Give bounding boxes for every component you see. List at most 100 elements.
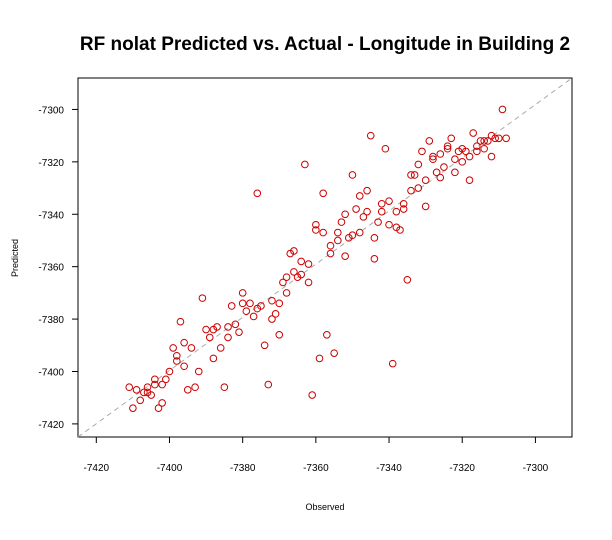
data-point [158, 399, 166, 407]
data-point [158, 380, 166, 389]
data-point [312, 226, 320, 234]
data-point [275, 299, 284, 308]
data-point [246, 299, 254, 308]
data-point [432, 168, 441, 177]
data-point [271, 310, 280, 318]
data-point [363, 186, 371, 195]
data-point [304, 278, 313, 287]
data-point [436, 173, 445, 182]
data-point [169, 344, 177, 352]
x-tick-label: -7360 [303, 463, 329, 474]
data-point [334, 228, 342, 237]
y-tick-label: -7360 [38, 263, 64, 274]
data-point [290, 247, 298, 255]
points-layer [125, 105, 510, 412]
data-point [425, 137, 434, 145]
data-point [326, 241, 335, 250]
x-tick-label: -7300 [523, 463, 549, 474]
data-point [410, 171, 419, 179]
data-point [381, 144, 390, 153]
data-point [366, 131, 375, 140]
data-point [162, 375, 170, 384]
data-point [151, 375, 159, 384]
data-point [173, 351, 181, 360]
data-point [140, 388, 148, 397]
data-point [180, 338, 188, 347]
data-point [319, 228, 327, 237]
data-point [458, 158, 467, 166]
data-point [242, 307, 251, 316]
y-axis-label: Predicted [10, 239, 20, 277]
data-point [279, 278, 287, 287]
data-point [297, 270, 306, 279]
data-point [129, 404, 137, 412]
data-point [385, 220, 393, 229]
data-point [348, 171, 357, 179]
chart-title: RF nolat Predicted vs. Actual - Longitud… [80, 34, 570, 55]
data-point [308, 391, 316, 399]
data-point [326, 249, 335, 258]
x-tick-label: -7420 [84, 463, 110, 474]
data-point [231, 320, 240, 329]
data-point [180, 362, 188, 371]
data-point [176, 317, 185, 326]
data-point [253, 189, 262, 198]
data-point [421, 202, 430, 211]
data-point [209, 354, 218, 363]
data-point [224, 323, 232, 331]
data-point [136, 396, 145, 405]
data-point [498, 105, 507, 114]
y-tick-label: -7300 [38, 105, 64, 116]
data-point [125, 383, 134, 392]
data-point [359, 213, 368, 221]
data-point [282, 289, 291, 297]
data-point [319, 189, 327, 198]
data-point [187, 344, 196, 352]
data-point [224, 333, 232, 342]
data-point [429, 155, 437, 164]
data-point [355, 192, 364, 200]
data-point [183, 386, 192, 394]
data-point [282, 273, 291, 281]
data-point [216, 344, 225, 352]
data-point [264, 380, 273, 389]
data-point [220, 383, 229, 392]
data-point [151, 380, 159, 389]
data-point [377, 199, 386, 208]
data-point [465, 152, 474, 161]
data-point [227, 302, 236, 310]
data-point [480, 144, 488, 153]
data-point [392, 207, 401, 216]
data-point [275, 331, 284, 339]
data-point [377, 207, 386, 216]
data-point [191, 383, 199, 392]
data-point [436, 150, 445, 158]
data-point [370, 234, 379, 242]
data-point [414, 184, 423, 192]
data-point [205, 333, 214, 342]
data-point [173, 357, 181, 365]
data-point [330, 349, 338, 357]
data-point [469, 129, 478, 137]
data-point [451, 168, 459, 177]
y-tick-label: -7380 [38, 315, 64, 326]
data-point [487, 131, 496, 140]
data-point [363, 207, 371, 216]
data-point [399, 205, 408, 213]
data-point [480, 137, 488, 145]
data-point [143, 383, 152, 392]
data-point [268, 296, 276, 305]
data-point [238, 289, 247, 297]
data-point [301, 160, 309, 169]
x-axis: -7420 -7400 -7380 -7360 -7340 -7320 -7300 [84, 437, 549, 474]
data-point [312, 220, 320, 229]
y-tick-label: -7320 [38, 158, 64, 169]
data-point [447, 134, 456, 143]
x-axis-label: Observed [305, 502, 344, 512]
data-point [132, 386, 141, 394]
x-tick-label: -7380 [230, 463, 256, 474]
data-point [341, 210, 349, 219]
data-point [487, 152, 496, 161]
